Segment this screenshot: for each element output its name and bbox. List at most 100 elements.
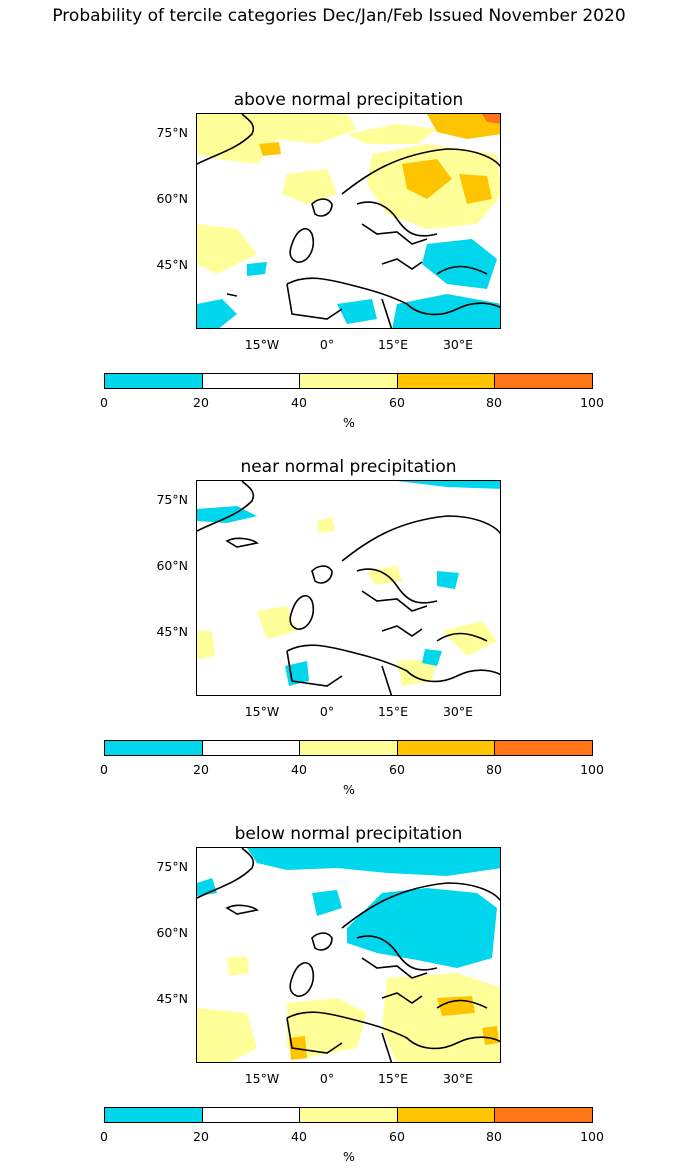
colorbar-segment — [105, 1108, 202, 1122]
colorbar — [104, 373, 593, 389]
yellow-region — [282, 169, 337, 204]
colorbar-segment — [299, 741, 397, 755]
map-near-svg — [197, 481, 500, 695]
map-near — [196, 480, 501, 696]
yellow-region — [197, 114, 357, 164]
coastlines — [197, 481, 500, 695]
colorbar-segment — [201, 741, 300, 755]
colorbar-tick: 20 — [193, 395, 209, 410]
map-above-svg — [197, 114, 500, 328]
cyan-region — [197, 506, 257, 523]
lon-label: 15°W — [244, 704, 280, 719]
cyan-region — [247, 848, 500, 876]
panel-title: below normal precipitation — [234, 824, 463, 844]
cyan-region — [247, 262, 267, 276]
lon-label: 0° — [319, 1071, 335, 1086]
colorbar-tick: 60 — [389, 1129, 405, 1144]
cyan-region — [347, 888, 497, 968]
colorbar-segment — [299, 374, 397, 388]
colorbar-segment — [105, 741, 202, 755]
cyan-region — [422, 649, 442, 666]
colorbar-tick: 0 — [100, 395, 108, 410]
orange-region — [437, 996, 475, 1016]
colorbar-tick: 100 — [580, 762, 604, 777]
colorbar-segment — [105, 374, 202, 388]
lon-label: 15°W — [244, 337, 280, 352]
yellow-region — [317, 517, 335, 533]
colorbar-segment — [201, 374, 300, 388]
coastlines — [197, 114, 500, 328]
orange-region — [482, 1026, 499, 1045]
colorbar-segment — [299, 1108, 397, 1122]
cyan-region — [197, 299, 237, 328]
colorbar-segment — [396, 374, 495, 388]
colorbar-tick: 100 — [580, 1129, 604, 1144]
coastlines — [197, 848, 500, 1062]
colorbar-tick: 40 — [291, 395, 307, 410]
lat-label: 45°N — [156, 257, 188, 272]
cyan-region — [437, 571, 459, 589]
cyan-region — [312, 890, 342, 916]
colorbar-tick: 20 — [193, 1129, 209, 1144]
lat-label: 45°N — [156, 624, 188, 639]
panel-title: near normal precipitation — [240, 457, 457, 477]
lat-label: 75°N — [156, 125, 188, 140]
yellow-region — [197, 1008, 257, 1062]
cyan-region — [337, 299, 377, 324]
colorbar-unit: % — [343, 415, 355, 430]
colorbar-tick: 20 — [193, 762, 209, 777]
colorbar-tick: 0 — [100, 762, 108, 777]
panel-title: above normal precipitation — [233, 90, 464, 110]
cyan-region — [392, 294, 500, 328]
lat-label: 45°N — [156, 991, 188, 1006]
colorbar-tick: 60 — [389, 395, 405, 410]
yellow-region — [397, 659, 437, 686]
colorbar — [104, 740, 593, 756]
yellow-region — [227, 956, 249, 976]
lon-label: 30°E — [442, 1071, 474, 1086]
lat-label: 60°N — [156, 558, 188, 573]
colorbar-tick: 40 — [291, 762, 307, 777]
colorbar-segment — [201, 1108, 300, 1122]
lon-label: 0° — [319, 704, 335, 719]
yellow-region — [257, 606, 297, 639]
colorbar-segment — [396, 741, 495, 755]
lat-label: 75°N — [156, 492, 188, 507]
map-below — [196, 847, 501, 1063]
lon-label: 15°E — [377, 337, 409, 352]
lon-label: 15°E — [377, 1071, 409, 1086]
orange-region — [427, 114, 500, 139]
lat-label: 60°N — [156, 191, 188, 206]
map-above — [196, 113, 501, 329]
cyan-region — [397, 481, 500, 489]
lat-label: 75°N — [156, 859, 188, 874]
colorbar-tick: 100 — [580, 395, 604, 410]
lon-label: 0° — [319, 337, 335, 352]
yellow-region — [197, 631, 215, 659]
lon-label: 15°E — [377, 704, 409, 719]
colorbar-unit: % — [343, 1149, 355, 1164]
colorbar — [104, 1107, 593, 1123]
lat-label: 60°N — [156, 925, 188, 940]
cyan-region — [422, 239, 497, 289]
colorbar-tick: 80 — [486, 1129, 502, 1144]
colorbar-segment — [396, 1108, 495, 1122]
lon-label: 15°W — [244, 1071, 280, 1086]
colorbar-tick: 0 — [100, 1129, 108, 1144]
orange-region — [459, 174, 492, 204]
orange-region — [289, 1036, 307, 1060]
colorbar-tick: 80 — [486, 762, 502, 777]
map-below-svg — [197, 848, 500, 1062]
colorbar-tick: 60 — [389, 762, 405, 777]
colorbar-tick: 80 — [486, 395, 502, 410]
yellow-region — [347, 124, 437, 144]
yellow-region — [382, 973, 500, 1062]
orange-region — [259, 142, 281, 156]
colorbar-unit: % — [343, 782, 355, 797]
colorbar-segment — [494, 1108, 592, 1122]
lon-label: 30°E — [442, 704, 474, 719]
lon-label: 30°E — [442, 337, 474, 352]
colorbar-segment — [494, 741, 592, 755]
red-region — [482, 114, 500, 124]
yellow-region — [442, 621, 497, 656]
